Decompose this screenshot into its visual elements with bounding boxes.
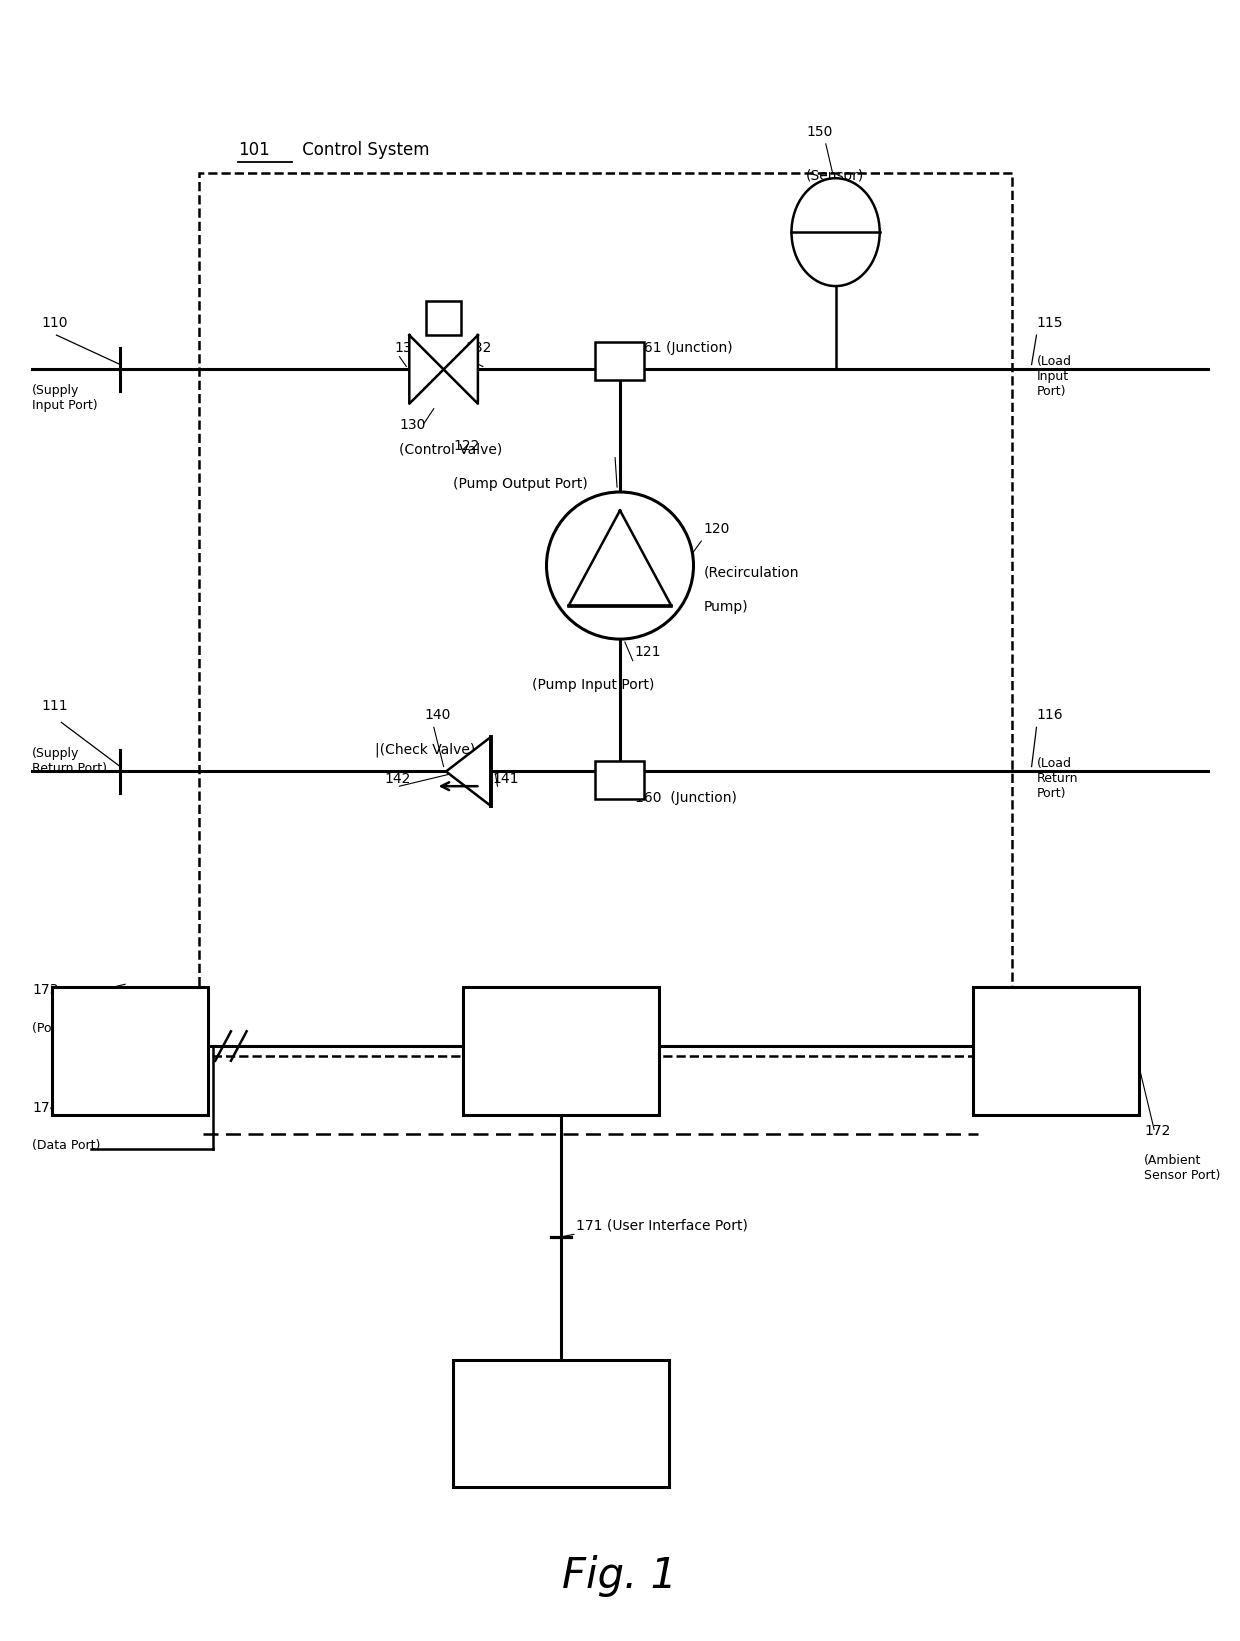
Bar — [52, 988, 208, 1114]
Text: 150: 150 — [806, 125, 832, 139]
Text: 140: 140 — [424, 709, 450, 722]
Polygon shape — [409, 335, 444, 404]
Text: 174: 174 — [32, 1101, 58, 1114]
Text: Sensor: Sensor — [1033, 1049, 1080, 1063]
Ellipse shape — [791, 179, 879, 286]
Bar — [464, 988, 660, 1114]
Text: 171 (User Interface Port): 171 (User Interface Port) — [575, 1218, 748, 1232]
Text: Control System: Control System — [296, 141, 429, 159]
Bar — [595, 761, 645, 799]
Text: Source: Source — [107, 1049, 154, 1063]
Text: 160  (Junction): 160 (Junction) — [635, 791, 737, 806]
Text: User Interface: User Interface — [512, 1400, 610, 1415]
Text: |(Check Valve): |(Check Valve) — [374, 742, 475, 757]
Text: (Power Port): (Power Port) — [32, 1021, 108, 1034]
Text: Ambient: Ambient — [1027, 1022, 1085, 1035]
Text: 170: 170 — [548, 1078, 574, 1093]
Bar — [427, 300, 461, 335]
Text: Control: Control — [536, 1022, 587, 1035]
Text: 142: 142 — [384, 773, 412, 786]
Circle shape — [547, 492, 693, 638]
Text: Fig. 1: Fig. 1 — [563, 1554, 677, 1597]
Text: Pump): Pump) — [703, 601, 748, 614]
Text: 130: 130 — [399, 418, 425, 433]
Polygon shape — [446, 737, 491, 806]
Bar — [595, 341, 645, 379]
Text: (Ambient
Sensor Port): (Ambient Sensor Port) — [1145, 1154, 1220, 1182]
Text: 121: 121 — [635, 645, 661, 658]
Text: Module: Module — [536, 1049, 587, 1063]
Text: (Pump Output Port): (Pump Output Port) — [454, 478, 588, 491]
Text: (Supply
Input Port): (Supply Input Port) — [32, 384, 98, 412]
Text: 132: 132 — [465, 341, 491, 354]
Text: 101: 101 — [238, 141, 269, 159]
Text: (Recirculation: (Recirculation — [703, 566, 799, 579]
Text: 141: 141 — [492, 773, 520, 786]
Text: 173: 173 — [32, 983, 58, 998]
Text: 115: 115 — [1037, 317, 1063, 330]
Text: 182: 182 — [1043, 1078, 1069, 1093]
Text: 131: 131 — [394, 341, 422, 354]
Text: 172: 172 — [1145, 1124, 1171, 1139]
Bar — [973, 988, 1140, 1114]
Text: 122: 122 — [454, 438, 480, 453]
Text: (Supply
Return Port): (Supply Return Port) — [32, 747, 107, 775]
Text: 120: 120 — [703, 522, 729, 537]
Text: (Load
Input
Port): (Load Input Port) — [1037, 354, 1071, 397]
Bar — [198, 174, 1012, 1055]
Text: (Pump Input Port): (Pump Input Port) — [532, 678, 655, 693]
Text: Power: Power — [109, 1022, 151, 1035]
Bar — [454, 1360, 670, 1487]
Text: (Data Port): (Data Port) — [32, 1139, 100, 1152]
Text: (Sensor): (Sensor) — [806, 169, 864, 182]
Polygon shape — [444, 335, 477, 404]
Text: 183: 183 — [117, 1078, 144, 1093]
Text: 116: 116 — [1037, 709, 1063, 722]
Text: 111: 111 — [42, 699, 68, 712]
Text: (Load
Return
Port): (Load Return Port) — [1037, 757, 1078, 799]
Text: (Control Valve): (Control Valve) — [399, 443, 502, 456]
Text: 181: 181 — [548, 1441, 574, 1456]
Text: 161 (Junction): 161 (Junction) — [635, 341, 733, 354]
Text: 110: 110 — [42, 317, 68, 330]
